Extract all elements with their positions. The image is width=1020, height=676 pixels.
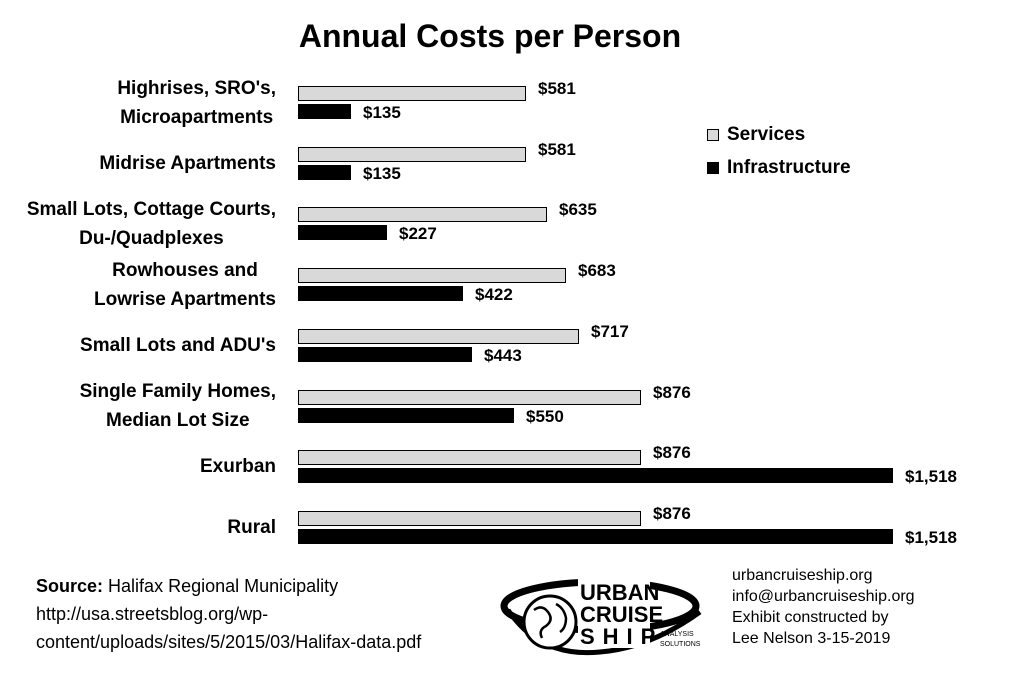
category-label-line: Rowhouses and: [112, 259, 258, 281]
value-label-infrastructure-exurban: $1,518: [905, 467, 957, 487]
bar-services-rowhouses-and-lowrise-apartments: [298, 268, 566, 284]
bar-services-small-lots-and-adu-s: [298, 328, 579, 344]
contact-block: urbancruiseship.org info@urbancruiseship…: [732, 565, 915, 649]
value-label-services-exurban: $876: [653, 443, 691, 463]
category-label-line: Midrise Apartments: [99, 152, 276, 174]
legend-swatch-infrastructure: [707, 161, 719, 174]
value-label-infrastructure-single-family-homes-median-lot-size: $550: [526, 406, 564, 426]
source-label: Source:: [36, 576, 104, 596]
bar-services-highrises-sro-s-microapartments: [298, 86, 526, 101]
legend-label-services: Services: [727, 123, 806, 145]
category-label-line: Highrises, SRO's,: [117, 77, 276, 99]
category-label-line: Exurban: [199, 456, 276, 478]
bar-services-exurban: [298, 450, 641, 466]
bar-infrastructure-highrises-sro-s-microapartments: [298, 104, 351, 119]
bar-infrastructure-midrise-apartments: [298, 164, 351, 180]
category-label-single-family-homes-median-lot-size: Single Family Homes, Median Lot Size: [80, 377, 276, 435]
category-label-line: Lowrise Apartments: [94, 288, 276, 310]
legend-item-services: Services: [707, 118, 851, 151]
value-label-services-single-family-homes-median-lot-size: $876: [653, 382, 691, 402]
value-label-infrastructure-small-lots-cottage-courts-du-quadplexes: $227: [399, 224, 437, 244]
legend-swatch-services: [707, 128, 719, 141]
category-label-line: Rural: [227, 516, 276, 538]
source-url-line-1: http://usa.streetsblog.org/wp-: [36, 604, 269, 624]
logo-text-cruise: CRUISE: [580, 602, 663, 627]
chart-title: Annual Costs per Person: [298, 18, 682, 54]
category-label-small-lots-cottage-courts-du-quadplexes: Small Lots, Cottage Courts, Du-/Quadplexe…: [27, 195, 276, 253]
category-label-rural: Rural: [227, 513, 276, 542]
category-label-line: Median Lot Size: [106, 410, 250, 431]
source-line: Source: Halifax Regional Municipality: [36, 572, 421, 600]
bar-services-midrise-apartments: [298, 146, 526, 162]
category-label-highrises-sro-s-microapartments: Highrises, SRO's, Microapartments: [117, 74, 276, 132]
bar-services-rural: [298, 510, 641, 526]
bar-services-small-lots-cottage-courts-du-quadplexes: [298, 207, 547, 223]
value-label-infrastructure-highrises-sro-s-microapartments: $135: [363, 103, 401, 122]
category-label-small-lots-and-adu-s: Small Lots and ADU's: [80, 331, 276, 360]
category-label-exurban: Exurban: [200, 452, 276, 481]
category-label-line: Microapartments: [120, 106, 274, 128]
contact-author-date: Lee Nelson 3-15-2019: [732, 630, 891, 647]
contact-email: info@urbancruiseship.org: [732, 588, 915, 605]
value-label-services-highrises-sro-s-microapartments: $581: [538, 79, 576, 98]
logo-tagline-solutions: SOLUTIONS: [660, 641, 701, 648]
value-label-infrastructure-rural: $1,518: [905, 527, 957, 547]
globe-continents: [533, 602, 568, 639]
bar-infrastructure-rowhouses-and-lowrise-apartments: [298, 286, 463, 302]
source-text: Halifax Regional Municipality: [108, 576, 339, 596]
contact-website: urbancruiseship.org: [732, 567, 873, 584]
category-label-line: Single Family Homes,: [79, 381, 276, 402]
logo-text-ship: SHIP: [580, 624, 663, 649]
category-label-line: Small Lots, Cottage Courts,: [26, 198, 276, 220]
value-label-infrastructure-rowhouses-and-lowrise-apartments: $422: [475, 285, 513, 305]
value-label-services-small-lots-cottage-courts-du-quadplexes: $635: [559, 200, 597, 220]
bar-infrastructure-single-family-homes-median-lot-size: [298, 407, 514, 423]
legend-label-infrastructure: Infrastructure: [727, 156, 851, 178]
legend: Services Infrastructure: [707, 118, 851, 184]
category-label-line: Small Lots and ADU's: [80, 334, 276, 356]
logo-text-backing: [578, 578, 650, 648]
value-label-infrastructure-midrise-apartments: $135: [363, 163, 401, 183]
bar-services-single-family-homes-median-lot-size: [298, 389, 641, 405]
urban-cruise-ship-logo: URBAN CRUISE SHIP ANALYSIS SOLUTIONS: [500, 578, 702, 656]
bar-infrastructure-exurban: [298, 468, 893, 484]
logo-text-urban: URBAN: [580, 580, 659, 605]
logo-tagline-analysis: ANALYSIS: [660, 631, 694, 638]
source-note: Source: Halifax Regional Municipality ht…: [36, 572, 421, 656]
value-label-services-small-lots-and-adu-s: $717: [591, 321, 629, 341]
bar-infrastructure-rural: [298, 528, 893, 544]
bar-infrastructure-small-lots-cottage-courts-du-quadplexes: [298, 225, 387, 241]
bar-infrastructure-small-lots-and-adu-s: [298, 346, 472, 362]
legend-item-infrastructure: Infrastructure: [707, 151, 851, 184]
category-label-rowhouses-and-lowrise-apartments: Rowhouses and Lowrise Apartments: [94, 256, 276, 314]
source-url-line-2: content/uploads/sites/5/2015/03/Halifax-…: [36, 632, 422, 652]
value-label-services-midrise-apartments: $581: [538, 139, 576, 159]
category-label-midrise-apartments: Midrise Apartments: [99, 149, 276, 178]
value-label-infrastructure-small-lots-and-adu-s: $443: [484, 345, 522, 365]
value-label-services-rowhouses-and-lowrise-apartments: $683: [578, 261, 616, 281]
category-label-line: Du-/Quadplexes: [79, 227, 224, 249]
contact-credit: Exhibit constructed by: [732, 609, 889, 626]
value-label-services-rural: $876: [653, 503, 691, 523]
